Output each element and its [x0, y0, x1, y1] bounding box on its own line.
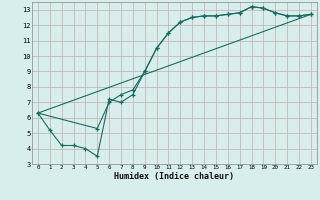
X-axis label: Humidex (Indice chaleur): Humidex (Indice chaleur): [115, 172, 234, 181]
